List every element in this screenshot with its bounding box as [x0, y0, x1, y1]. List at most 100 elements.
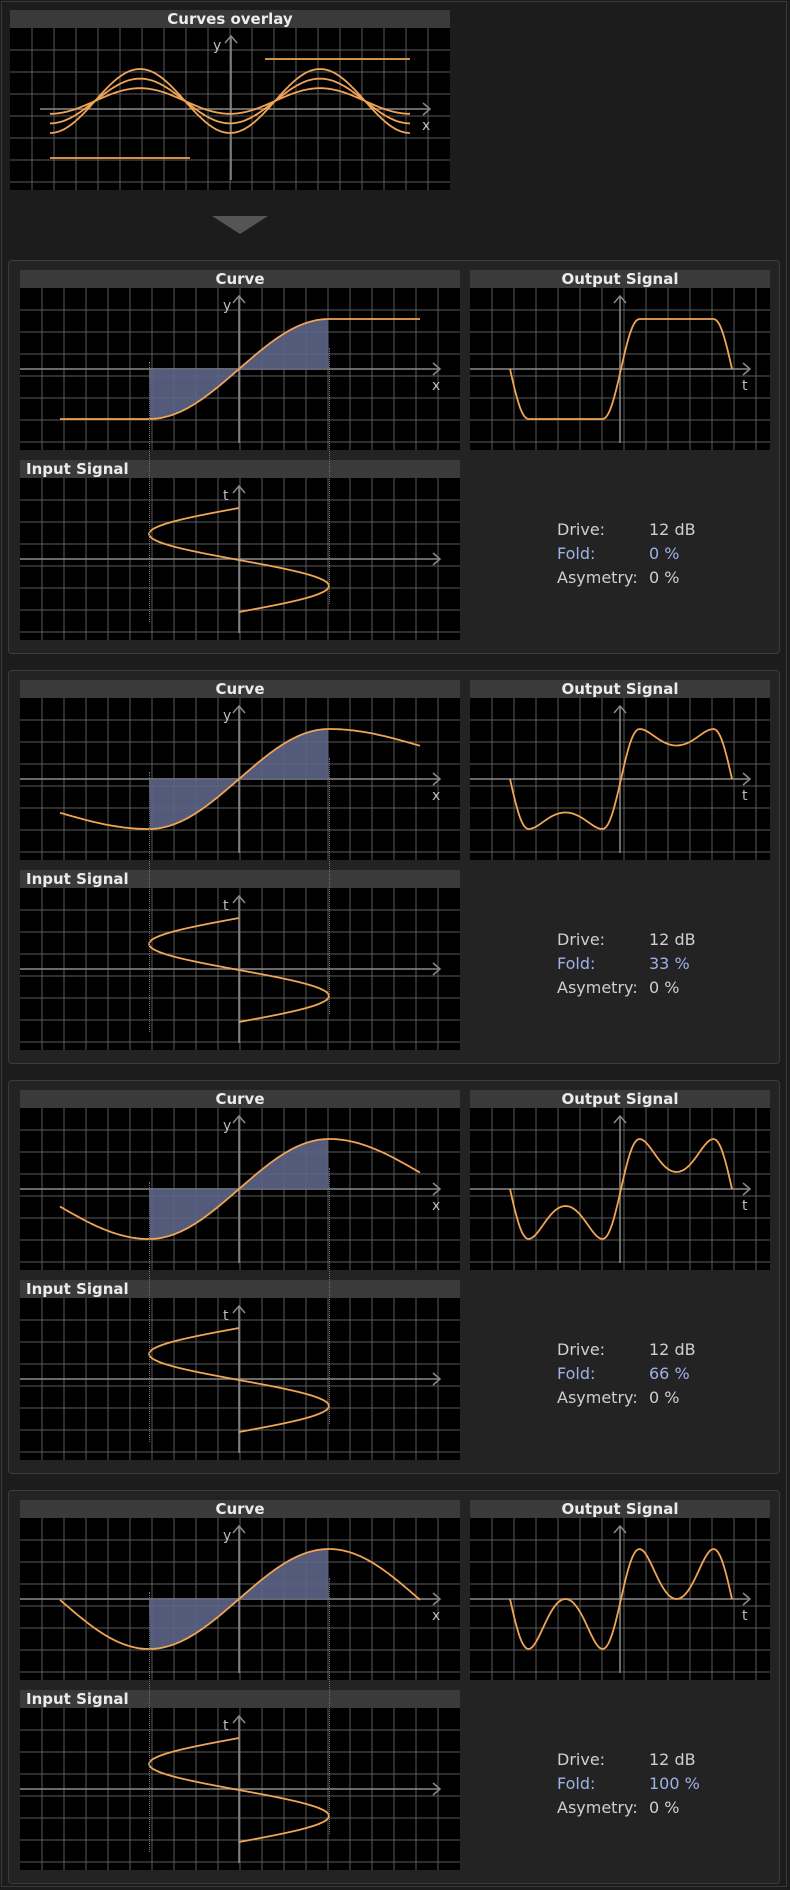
curve-x-label: x — [432, 378, 440, 394]
output-plot: t — [470, 1518, 770, 1680]
drive-value[interactable]: 12 dB — [649, 520, 696, 539]
drive-row: Drive: 12 dB — [557, 518, 757, 542]
overlay-title: Curves overlay — [10, 10, 450, 28]
guide-line-left — [149, 1182, 150, 1442]
curve-y-label: y — [223, 1118, 231, 1134]
input-line — [148, 1737, 330, 1843]
asym-value[interactable]: 0 % — [649, 978, 680, 997]
drive-label: Drive: — [557, 930, 606, 949]
output-t-label: t — [742, 1608, 748, 1624]
drive-label: Drive: — [557, 1340, 606, 1359]
input-t-label: t — [223, 898, 229, 914]
curve-line — [59, 1138, 421, 1240]
fold-label: Fold: — [557, 954, 596, 973]
fold-value[interactable]: 100 % — [649, 1774, 700, 1793]
output-t-axis — [470, 772, 752, 786]
input-title: Input Signal — [20, 1280, 460, 1298]
output-t-label: t — [742, 788, 748, 804]
fold-row: Fold: 100 % — [557, 1772, 757, 1796]
input-plot: t — [20, 478, 460, 640]
guide-line-left — [149, 1592, 150, 1852]
asym-row: Asymetry: 0 % — [557, 1386, 757, 1410]
overlay-x-axis — [40, 102, 432, 116]
guide-line-right — [329, 348, 330, 604]
drive-row: Drive: 12 dB — [557, 1338, 757, 1362]
asym-label: Asymetry: — [557, 1388, 638, 1407]
curve-title: Curve — [20, 1500, 460, 1518]
drive-value[interactable]: 12 dB — [649, 930, 696, 949]
curve-line — [59, 1548, 421, 1650]
output-line — [509, 318, 733, 420]
params-panel: Drive: 12 dB Fold: 33 % Asymetry: 0 % — [557, 928, 757, 1000]
output-title: Output Signal — [470, 1090, 770, 1108]
asym-label: Asymetry: — [557, 568, 638, 587]
overlay-y-axis — [224, 34, 238, 180]
drive-row: Drive: 12 dB — [557, 928, 757, 952]
drive-value[interactable]: 12 dB — [649, 1340, 696, 1359]
output-t-axis — [470, 1592, 752, 1606]
output-plot: t — [470, 698, 770, 860]
drive-label: Drive: — [557, 1750, 606, 1769]
input-plot: t — [20, 1298, 460, 1460]
fold-value[interactable]: 0 % — [649, 544, 680, 563]
overlay-y-label: y — [213, 38, 221, 54]
fold-value[interactable]: 33 % — [649, 954, 690, 973]
fold-value[interactable]: 66 % — [649, 1364, 690, 1383]
fold-row: Fold: 66 % — [557, 1362, 757, 1386]
fold-row: Fold: 33 % — [557, 952, 757, 976]
output-plot: t — [470, 288, 770, 450]
asym-label: Asymetry: — [557, 1798, 638, 1817]
output-t-axis — [470, 1182, 752, 1196]
curve-line — [60, 318, 420, 420]
output-title: Output Signal — [470, 270, 770, 288]
asym-value[interactable]: 0 % — [649, 1388, 680, 1407]
guide-line-left — [149, 362, 150, 622]
asym-value[interactable]: 0 % — [649, 1798, 680, 1817]
fold-row: Fold: 0 % — [557, 542, 757, 566]
overlay-curve — [50, 87, 410, 115]
down-arrow-icon — [212, 216, 268, 234]
output-plot: t — [470, 1108, 770, 1270]
drive-value[interactable]: 12 dB — [649, 1750, 696, 1769]
input-title: Input Signal — [20, 460, 460, 478]
drive-row: Drive: 12 dB — [557, 1748, 757, 1772]
overlay-x-label: x — [422, 118, 430, 134]
input-plot: t — [20, 1708, 460, 1870]
output-t-label: t — [742, 1198, 748, 1214]
params-panel: Drive: 12 dB Fold: 66 % Asymetry: 0 % — [557, 1338, 757, 1410]
output-t-axis — [470, 362, 752, 376]
curve-x-label: x — [432, 1608, 440, 1624]
curve-x-label: x — [432, 1198, 440, 1214]
curve-y-label: y — [223, 1528, 231, 1544]
input-title: Input Signal — [20, 870, 460, 888]
curve-title: Curve — [20, 1090, 460, 1108]
curve-y-label: y — [223, 708, 231, 724]
input-t-label: t — [223, 1718, 229, 1734]
curve-line — [59, 728, 421, 830]
guide-line-right — [329, 1168, 330, 1424]
output-title: Output Signal — [470, 680, 770, 698]
output-line — [509, 1138, 733, 1240]
asym-value[interactable]: 0 % — [649, 568, 680, 587]
input-plot: t — [20, 888, 460, 1050]
asym-label: Asymetry: — [557, 978, 638, 997]
output-line — [509, 1548, 733, 1650]
input-line — [148, 1327, 330, 1433]
output-title: Output Signal — [470, 1500, 770, 1518]
overlay-curve — [49, 68, 411, 134]
curve-title: Curve — [20, 270, 460, 288]
output-line — [509, 728, 733, 830]
curve-title: Curve — [20, 680, 460, 698]
grid-lines — [20, 288, 460, 450]
input-title: Input Signal — [20, 1690, 460, 1708]
output-t-label: t — [742, 378, 748, 394]
fold-label: Fold: — [557, 1774, 596, 1793]
input-line — [148, 917, 330, 1023]
guide-line-left — [149, 772, 150, 1032]
input-line — [148, 507, 330, 613]
